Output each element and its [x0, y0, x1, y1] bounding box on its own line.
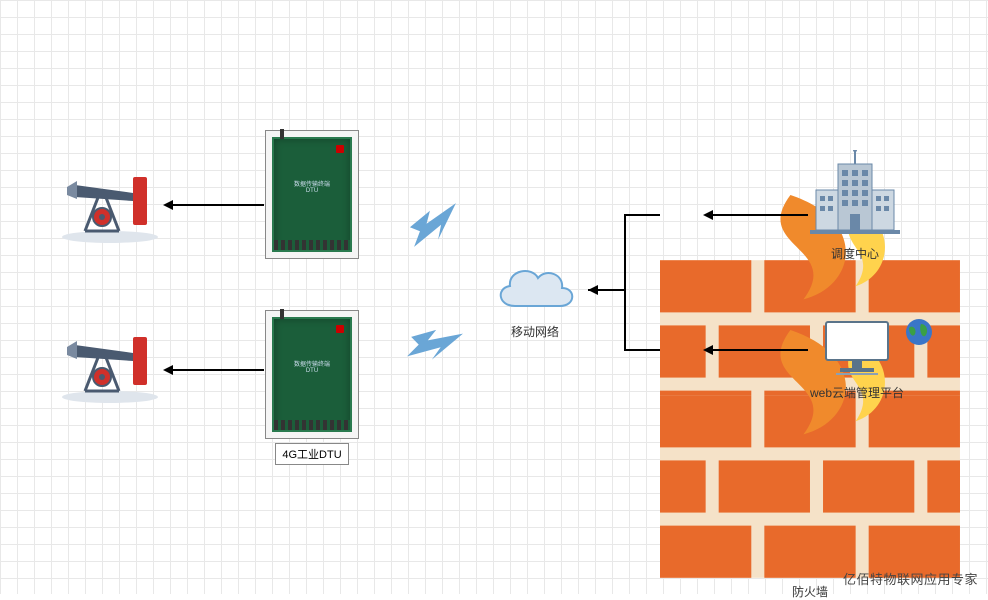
web-platform: web云端管理平台 — [810, 320, 904, 401]
arrowhead — [163, 365, 173, 375]
globe-icon — [905, 318, 933, 351]
web-platform-label: web云端管理平台 — [810, 384, 904, 401]
arrowhead — [163, 200, 173, 210]
watermark: 亿佰特物联网应用专家 — [843, 569, 978, 588]
arrowhead — [703, 210, 713, 220]
edge-dtu1-pump1 — [172, 204, 264, 206]
dtu-device-1: 数据传输终端DTU — [265, 130, 359, 259]
pumpjack-2 — [55, 325, 165, 410]
arrowhead — [703, 345, 713, 355]
dtu-device-2: 数据传输终端DTU 4G工业DTU — [265, 310, 359, 465]
pumpjack-1 — [55, 165, 165, 250]
dispatch-center-label: 调度中心 — [810, 245, 900, 262]
cloud-label: 移动网络 — [490, 323, 580, 340]
edge-building-fw1 — [712, 214, 808, 216]
edge-monitor-fw2 — [712, 349, 808, 351]
edge-dtu2-pump2 — [172, 369, 264, 371]
dtu-caption: 4G工业DTU — [275, 443, 348, 465]
mobile-network-cloud: 移动网络 — [490, 258, 580, 340]
dispatch-center: 调度中心 — [810, 150, 900, 262]
